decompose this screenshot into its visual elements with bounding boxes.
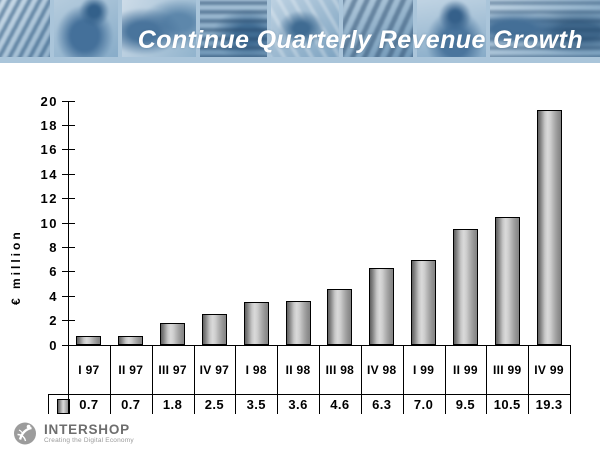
y-axis-tick-label: 0 <box>49 337 58 353</box>
bar <box>118 336 144 345</box>
bar <box>201 314 227 345</box>
table-column-border <box>528 345 530 414</box>
table-value-cell: 3.5 <box>246 396 266 412</box>
y-axis-line <box>68 101 69 345</box>
table-value-cell: 2.5 <box>204 396 225 412</box>
table-value-cell: 19.3 <box>535 396 563 412</box>
y-axis-tick-label: 20 <box>40 93 58 109</box>
y-axis-tick-label: 12 <box>40 191 58 207</box>
table-category-cell: II 98 <box>285 362 311 377</box>
bar <box>160 323 186 345</box>
bar <box>327 289 353 345</box>
table-category-cell: IV 98 <box>366 362 397 377</box>
table-category-cell: III 99 <box>493 362 522 377</box>
table-category-cell: I 97 <box>78 362 100 377</box>
table-column-border <box>402 345 404 414</box>
table-value-cell: 9.5 <box>455 396 476 412</box>
bar <box>494 217 520 345</box>
y-axis-tick-label: 6 <box>49 264 58 280</box>
table-column-border <box>360 345 362 414</box>
y-axis-tick-label: 4 <box>49 288 58 304</box>
bar <box>369 268 395 345</box>
table-category-cell: I 98 <box>245 362 267 377</box>
table-category-cell: II 99 <box>452 362 478 377</box>
table-category-cell: IV 99 <box>534 362 564 377</box>
table-column-border <box>151 345 153 414</box>
page-title: Continue Quarterly Revenue Growth <box>137 26 583 54</box>
y-axis-tick-label: 18 <box>40 117 58 133</box>
header-photo-strip <box>0 0 600 63</box>
table-column-border <box>319 345 320 414</box>
table-stub-border <box>48 394 49 414</box>
header-photo-tile <box>200 0 267 57</box>
table-category-cell: II 97 <box>118 362 144 377</box>
table-column-border <box>235 345 237 414</box>
table-column-border <box>193 345 195 414</box>
table-value-cell: 1.8 <box>162 396 183 412</box>
table-value-cell: 0.7 <box>79 396 99 412</box>
header-photo-tile <box>343 0 413 57</box>
brand-name: INTERSHOP <box>44 422 130 437</box>
y-axis-tick-label: 16 <box>40 142 58 158</box>
table-column-border <box>277 345 279 414</box>
bar <box>411 260 437 345</box>
table-value-cell: 7.0 <box>413 396 434 412</box>
logo-text: INTERSHOP Creating the Digital Economy <box>44 421 134 445</box>
globe-icon <box>14 422 36 445</box>
header-photo-tile <box>54 0 118 57</box>
table-category-cell: IV 97 <box>199 362 230 377</box>
y-axis-tick-label: 14 <box>40 166 58 182</box>
header-photo-tile <box>490 0 600 57</box>
header-photo-tile <box>0 0 50 57</box>
table-category-cell: III 98 <box>325 362 355 377</box>
table-value-cell: 0.7 <box>121 396 141 412</box>
header-photo-tile <box>271 0 339 57</box>
y-axis-tick-label: 2 <box>49 313 58 329</box>
bar <box>285 301 311 345</box>
table-column-border <box>486 345 488 414</box>
bar <box>243 302 269 345</box>
table-value-cell: 3.6 <box>288 396 308 412</box>
y-axis-tick-label: 10 <box>40 215 58 231</box>
header-photo-tile <box>417 0 486 57</box>
y-axis-tick-label: 8 <box>49 239 58 255</box>
header-photo-tile <box>122 0 196 57</box>
y-axis-title: € million <box>9 229 23 305</box>
brand-tagline: Creating the Digital Economy <box>44 437 134 444</box>
table-column-border <box>109 345 111 414</box>
company-logo: INTERSHOP Creating the Digital Economy <box>13 421 134 446</box>
bar <box>452 229 478 345</box>
bar <box>536 110 562 345</box>
series-legend-key <box>57 399 70 414</box>
table-column-border <box>570 345 571 414</box>
table-category-cell: III 97 <box>158 362 187 377</box>
table-column-border <box>444 345 446 414</box>
table-column-border <box>68 345 69 414</box>
table-value-cell: 6.3 <box>372 396 392 412</box>
table-category-cell: I 99 <box>412 362 435 377</box>
table-row-divider <box>48 394 571 395</box>
table-value-cell: 10.5 <box>493 396 521 412</box>
bar <box>76 336 102 345</box>
table-value-cell: 4.6 <box>330 396 350 412</box>
